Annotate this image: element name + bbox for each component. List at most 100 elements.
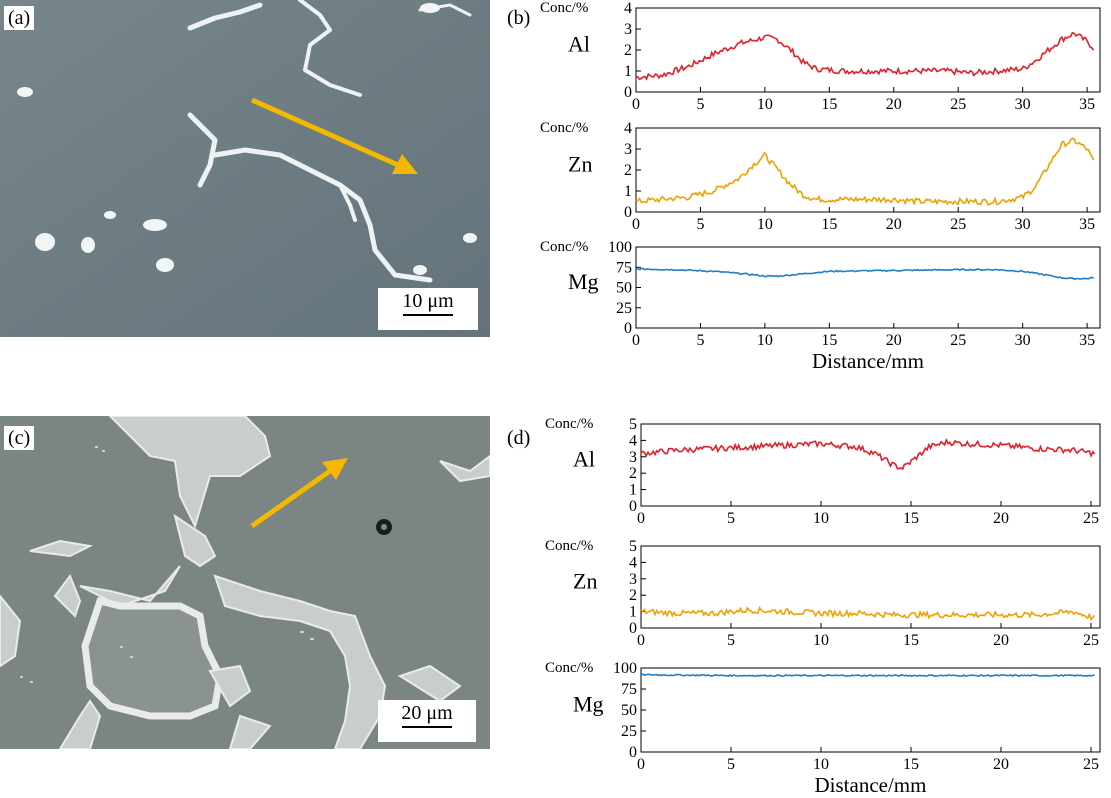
chart-b-al-xtick-label: 0 xyxy=(632,96,640,113)
chart-b-mg-ytick-label: 25 xyxy=(616,300,632,317)
scale-bar-line-a xyxy=(403,314,453,316)
chart-d-zn-ytick-label: 4 xyxy=(629,554,637,571)
chart-d-mg-xlabel: Distance/mm xyxy=(815,773,927,797)
chart-b-al-xtick-label: 35 xyxy=(1079,96,1095,113)
chart-d-al-ylabel: Conc/% xyxy=(545,416,593,432)
chart-d-mg-xtick-label: 10 xyxy=(813,756,829,773)
chart-d-zn-frame xyxy=(640,545,1101,629)
chart-b-zn-xtick-label: 0 xyxy=(632,216,640,233)
chart-d-mg-xtick-label: 25 xyxy=(1083,756,1099,773)
chart-b-al-xtick-label: 5 xyxy=(696,96,704,113)
scale-bar-line-c xyxy=(402,726,452,728)
chart-d-mg-ytick-label: 50 xyxy=(621,702,637,719)
chart-b-al-xtick-label: 25 xyxy=(950,96,966,113)
chart-d-mg-ylabel: Conc/% xyxy=(545,660,593,676)
chart-b-mg-ytick-label: 100 xyxy=(608,239,632,256)
chart-b-mg-xtick-label: 25 xyxy=(950,332,966,349)
chart-d-mg-xtick-label: 15 xyxy=(903,756,919,773)
chart-b-mg-xtick-label: 0 xyxy=(632,332,640,349)
scale-bar-c: 20 μm xyxy=(378,700,476,742)
chart-d-al-series-line xyxy=(640,437,1096,471)
chart-b-mg-ylabel: Conc/% xyxy=(540,239,588,255)
chart-b-zn-xtick-label: 25 xyxy=(950,216,966,233)
chart-d-zn-xtick-label: 20 xyxy=(993,632,1009,649)
chart-b-mg-xtick-label: 10 xyxy=(757,332,773,349)
chart-b-al-ytick-label: 0 xyxy=(624,84,632,101)
chart-b-zn-xtick-label: 35 xyxy=(1079,216,1095,233)
chart-b-zn-ylabel: Conc/% xyxy=(540,120,588,136)
arrow-icon xyxy=(250,458,348,529)
chart-b-al-ylabel: Conc/% xyxy=(540,0,588,16)
chart-b-mg-series-line xyxy=(635,267,1094,281)
chart-b-mg-xlabel: Distance/mm xyxy=(812,349,924,373)
chart-b-mg-ytick-label: 0 xyxy=(624,320,632,337)
chart-b-mg-ytick-label: 50 xyxy=(616,280,632,297)
chart-d-al-ytick-label: 0 xyxy=(629,498,637,515)
chart-d-mg-ytick-label: 75 xyxy=(621,681,637,698)
chart-d-al-ytick-label: 3 xyxy=(629,449,637,466)
chart-d-al-ytick-label: 2 xyxy=(629,465,637,482)
chart-d-al-element-label: Al xyxy=(573,447,595,472)
chart-d-mg-ytick-label: 25 xyxy=(621,723,637,740)
chart-d-mg-xtick-label: 20 xyxy=(993,756,1009,773)
chart-b-mg-xtick-label: 35 xyxy=(1079,332,1095,349)
chart-d-zn-xtick-label: 25 xyxy=(1083,632,1099,649)
chart-b-zn-ytick-label: 4 xyxy=(624,120,632,137)
chart-b-mg-xtick-label: 5 xyxy=(696,332,704,349)
panel-label-c: (c) xyxy=(4,426,35,450)
scale-bar-label-a: 10 μm xyxy=(402,290,454,312)
chart-b-zn-xtick-label: 20 xyxy=(886,216,902,233)
chart-d-zn-xtick-label: 0 xyxy=(637,632,645,649)
chart-b-al-ytick-label: 4 xyxy=(624,0,632,17)
chart-b-mg-xtick-label: 30 xyxy=(1015,332,1031,349)
chart-b-mg-xtick-label: 20 xyxy=(886,332,902,349)
chart-b-al-xtick-label: 30 xyxy=(1015,96,1031,113)
micrograph-c-image xyxy=(0,416,490,749)
micrograph-a: (a) 10 μm xyxy=(0,0,490,337)
chart-d-mg-ytick-label: 100 xyxy=(613,660,637,677)
chart-d-zn-ytick-label: 1 xyxy=(629,604,637,621)
chart-b-al-frame xyxy=(635,7,1101,93)
chart-d-zn-xtick-label: 15 xyxy=(903,632,919,649)
panel-label-b: (b) xyxy=(503,6,535,30)
chart-b-zn-series-line xyxy=(635,137,1095,206)
chart-d-mg-frame xyxy=(640,667,1101,753)
chart-d-zn-ytick-label: 2 xyxy=(629,587,637,604)
panel-label-d: (d) xyxy=(503,426,535,450)
micrograph-a-image xyxy=(0,0,490,337)
chart-d-al-xtick-label: 15 xyxy=(903,510,919,527)
chart-d-zn-ytick-label: 3 xyxy=(629,571,637,588)
chart-b-mg-frame xyxy=(635,246,1101,329)
chart-d-al-xtick-label: 0 xyxy=(637,510,645,527)
panel-label-a: (a) xyxy=(4,6,35,30)
chart-d-zn-xtick-label: 5 xyxy=(727,632,735,649)
scale-bar-a: 10 μm xyxy=(378,288,478,330)
chart-d-al-ytick-label: 1 xyxy=(629,482,637,499)
chart-b-al-ytick-label: 1 xyxy=(624,63,632,80)
chart-d-al-frame xyxy=(640,423,1101,507)
chart-d-zn-series-line xyxy=(640,605,1096,621)
chart-b-al-element-label: Al xyxy=(568,32,590,57)
chart-d-zn-ytick-label: 0 xyxy=(629,620,637,637)
chart-b-zn-ytick-label: 2 xyxy=(624,162,632,179)
scale-bar-label-c: 20 μm xyxy=(401,702,453,724)
chart-d-al-xtick-label: 5 xyxy=(727,510,735,527)
chart-b-zn-xtick-label: 10 xyxy=(757,216,773,233)
chart-d-mg-xtick-label: 5 xyxy=(727,756,735,773)
chart-d-mg-xtick-label: 0 xyxy=(637,756,645,773)
chart-b-zn-xtick-label: 5 xyxy=(696,216,704,233)
chart-d-al-xtick-label: 25 xyxy=(1083,510,1099,527)
chart-d-zn-element-label: Zn xyxy=(573,569,597,594)
chart-b-al-xtick-label: 10 xyxy=(757,96,773,113)
chart-d-al-xtick-label: 10 xyxy=(813,510,829,527)
chart-b-mg-xtick-label: 15 xyxy=(821,332,837,349)
chart-b-al-ytick-label: 3 xyxy=(624,21,632,38)
chart-b-al-ytick-label: 2 xyxy=(624,42,632,59)
chart-b-zn-xtick-label: 30 xyxy=(1015,216,1031,233)
chart-b-mg-element-label: Mg xyxy=(568,269,599,294)
chart-b-al-xtick-label: 15 xyxy=(821,96,837,113)
chart-d-al-xtick-label: 20 xyxy=(993,510,1009,527)
chart-d-al-ytick-label: 5 xyxy=(629,416,637,433)
chart-d-mg-series-line xyxy=(640,673,1095,678)
